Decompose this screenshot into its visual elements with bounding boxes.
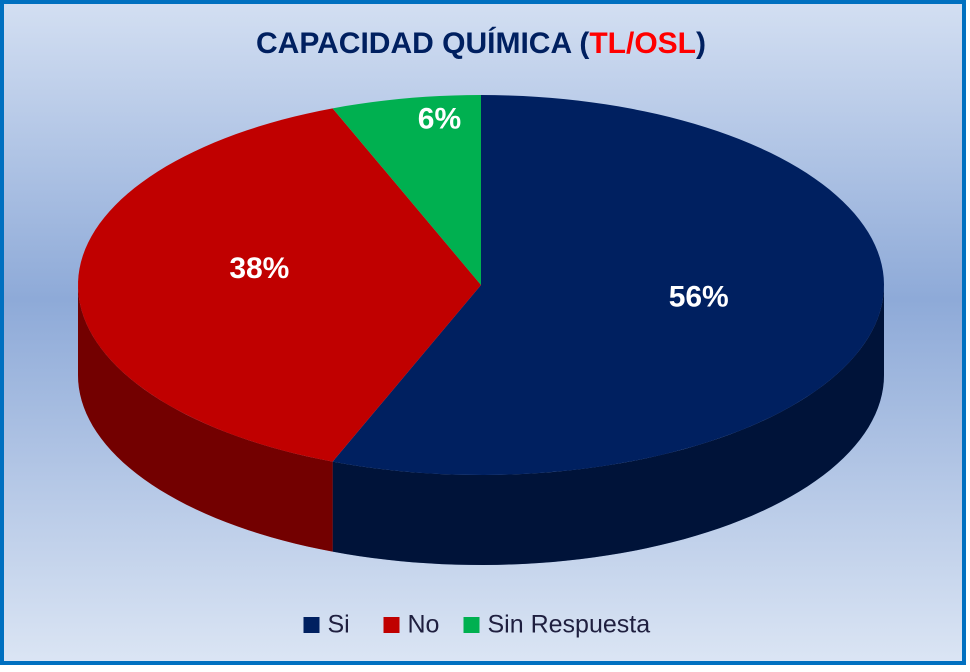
legend-label: Si [328,611,350,639]
slice [332,95,481,285]
title-part: ) [696,27,706,60]
legend-swatch [303,617,320,633]
chart-title: CAPACIDAD QUÍMICA (TL/OSL) [256,26,706,60]
data-label: 38% [229,252,289,285]
slice [332,95,884,475]
slice-side [78,285,333,552]
legend-swatch [383,617,400,633]
data-label: 56% [669,280,729,313]
legend-label: No [408,611,440,639]
title-part: TL/OSL [589,27,696,60]
title-part: CAPACIDAD QUÍMICA ( [256,26,589,60]
legend-swatch [463,617,480,633]
slice [78,108,482,462]
data-label: 6% [418,103,461,136]
slice-side [332,285,884,565]
legend-label: Sin Respuesta [488,611,651,639]
slice-side-shade [78,285,333,552]
slice-side-shade [332,285,884,565]
